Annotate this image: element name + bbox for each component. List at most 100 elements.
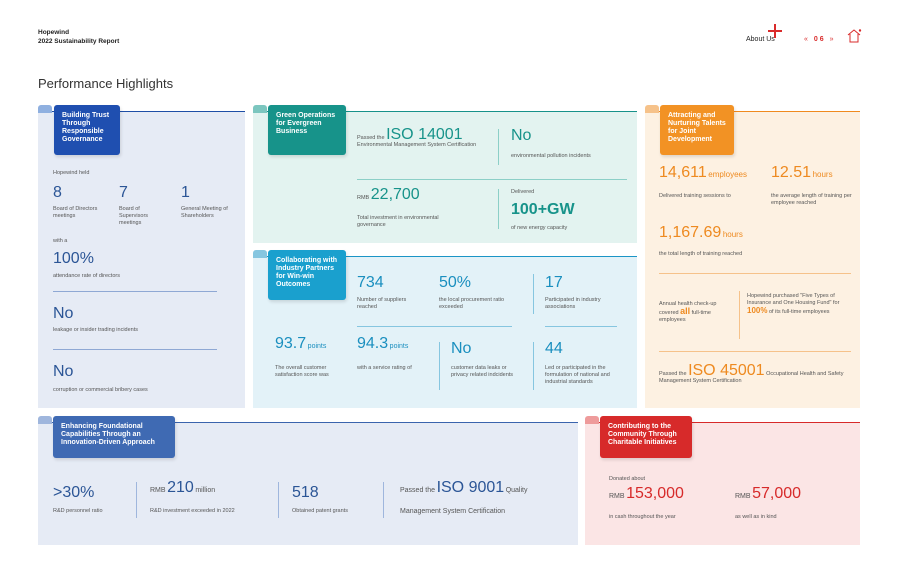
iso9001-block: Passed the ISO 9001 Quality	[400, 480, 528, 496]
supervisor-meetings-label: Board of Supervisors meetings	[119, 206, 149, 226]
env-investment-value: 22,700	[370, 186, 420, 203]
governance-with: with a	[53, 238, 68, 244]
about-us-link[interactable]: About Us	[746, 36, 775, 43]
collab-panel: Collaborating with Industry Partners for…	[253, 250, 637, 408]
bribery-value: No	[53, 363, 74, 380]
satisfaction-value: 93.7	[275, 335, 307, 352]
capacity-delivered: Delivered	[511, 189, 535, 195]
insurance-pre: Hopewind purchased "Five Types of Insura…	[747, 293, 840, 306]
talent-panel: Attracting and Nurturing Talents for Joi…	[645, 105, 860, 408]
avg-hours-label: the average length of training per emplo…	[771, 193, 852, 206]
next-page-icon[interactable]: »	[829, 36, 836, 43]
rd-investment-prefix: RMB	[150, 487, 166, 494]
insurance-post: of its full-time employees	[769, 309, 830, 315]
env-investment-label: Total investment in environmental govern…	[357, 215, 439, 228]
patent-label: Obtained patent grants	[292, 508, 348, 514]
board-meetings-value: 8	[53, 184, 62, 201]
iso14001-block: Passed the ISO 14001 Environmental Manag…	[357, 127, 502, 149]
kind-donation-label: as well as in kind	[735, 514, 777, 520]
insurance-pct: 100%	[747, 306, 768, 315]
local-procurement-value: 50%	[439, 274, 472, 291]
page-number: 06	[813, 36, 826, 43]
kind-donation-block: RMB 57,000	[735, 486, 801, 502]
rd-ratio-value: >30%	[53, 484, 95, 501]
report-name: 2022 Sustainability Report	[38, 38, 120, 45]
attendance-label: attendance rate of directors	[53, 273, 120, 279]
iso45001-prefix: Passed the	[659, 371, 687, 377]
iso9001-prefix: Passed the	[400, 487, 436, 494]
governance-held: Hopewind held	[53, 170, 90, 176]
satisfaction-block: 93.7 points	[275, 336, 327, 352]
health-checkup-post: full-time employees	[659, 310, 711, 323]
rd-ratio-label: R&D personnel ratio	[53, 508, 103, 514]
governance-tab: Building Trust Through Responsible Gover…	[54, 105, 120, 155]
kind-donation-value: 57,000	[752, 485, 802, 502]
page-title: Performance Highlights	[38, 76, 174, 91]
associations-value: 17	[545, 274, 563, 291]
avg-hours-value: 12.51	[771, 164, 812, 181]
collab-tab: Collaborating with Industry Partners for…	[268, 250, 346, 300]
shareholder-meetings-value: 1	[181, 184, 190, 201]
standards-value: 44	[545, 340, 563, 357]
health-checkup-text: Annual health check-up covered all full-…	[659, 301, 737, 324]
iso45001-block: Passed the ISO 45001 Occupational Health…	[659, 363, 855, 385]
health-checkup-all: all	[680, 306, 691, 316]
insurance-text: Hopewind purchased "Five Types of Insura…	[747, 293, 855, 316]
green-panel: Green Operations for Evergreen Business …	[253, 105, 637, 243]
iso45001-label: Occupational Health and Safety Managemen…	[659, 371, 844, 384]
cash-donation-prefix: RMB	[609, 493, 625, 500]
capacity-value: 100+GW	[511, 201, 575, 218]
top-nav: About Us « 06 »	[730, 22, 870, 52]
crosshair-icon	[768, 24, 782, 38]
home-icon[interactable]	[846, 28, 862, 44]
talent-tab: Attracting and Nurturing Talents for Joi…	[660, 105, 734, 155]
prev-page-icon[interactable]: «	[804, 36, 810, 43]
employees-label: Delivered training sessions to	[659, 193, 731, 199]
suppliers-value: 734	[357, 274, 384, 291]
employees-unit: employees	[708, 170, 747, 179]
data-leaks-value: No	[451, 340, 472, 357]
charity-panel: Contributing to the Community Through Ch…	[585, 416, 860, 545]
insider-trading-label: leakage or insider trading incidents	[53, 327, 138, 333]
pollution-label: environmental pollution incidents	[511, 153, 591, 159]
standards-label: Led or participated in the formulation o…	[545, 365, 610, 385]
iso14001-prefix: Passed the	[357, 135, 385, 141]
avg-hours-unit: hours	[812, 170, 833, 179]
satisfaction-unit: points	[307, 343, 327, 350]
local-procurement-label: the local procurement ratio exceeded	[439, 297, 505, 310]
cash-donation-block: RMB 153,000	[609, 486, 684, 502]
service-rating-label: with a service rating of	[357, 365, 412, 371]
rd-investment-value: 210	[167, 479, 194, 496]
associations-label: Participated in industry associations	[545, 297, 601, 310]
capacity-label: of new energy capacity	[511, 225, 568, 231]
iso9001-label: Management System Certification	[400, 508, 506, 515]
board-meetings-label: Board of Directors meetings	[53, 206, 98, 219]
cash-donation-value: 153,000	[626, 485, 684, 502]
charity-tab: Contributing to the Community Through Ch…	[600, 416, 692, 458]
insider-trading-value: No	[53, 305, 74, 322]
employees-value: 14,611	[659, 164, 707, 181]
total-hours-label: the total length of training reached	[659, 251, 743, 257]
supervisor-meetings-value: 7	[119, 184, 128, 201]
page-navigator: « 06 »	[804, 36, 836, 43]
total-hours-value: 1,167.69	[659, 224, 722, 241]
rd-investment-block: RMB 210 million	[150, 480, 216, 496]
rd-investment-label: R&D investment exceeded in 2022	[150, 508, 235, 514]
kind-donation-prefix: RMB	[735, 493, 751, 500]
suppliers-label: Number of suppliers reached	[357, 297, 407, 310]
service-rating-unit: points	[389, 343, 409, 350]
company-name: Hopewind	[38, 29, 70, 36]
total-hours-block: 1,167.69 hours	[659, 225, 743, 241]
pollution-value: No	[511, 127, 532, 144]
rd-investment-unit: million	[195, 487, 216, 494]
shareholder-meetings-label: General Meeting of Shareholders	[181, 206, 228, 219]
attendance-value: 100%	[53, 250, 94, 267]
report-header: Hopewind 2022 Sustainability Report	[38, 28, 119, 46]
cash-donation-label: in cash throughout the year	[609, 514, 676, 520]
iso9001-unit: Quality	[505, 487, 528, 494]
governance-panel: Building Trust Through Responsible Gover…	[38, 105, 245, 408]
innovation-tab: Enhancing Foundational Capabilities Thro…	[53, 416, 175, 458]
iso45001-value: ISO 45001	[688, 362, 765, 379]
service-rating-value: 94.3	[357, 335, 389, 352]
health-checkup-pre: Annual health check-up covered	[659, 301, 717, 316]
